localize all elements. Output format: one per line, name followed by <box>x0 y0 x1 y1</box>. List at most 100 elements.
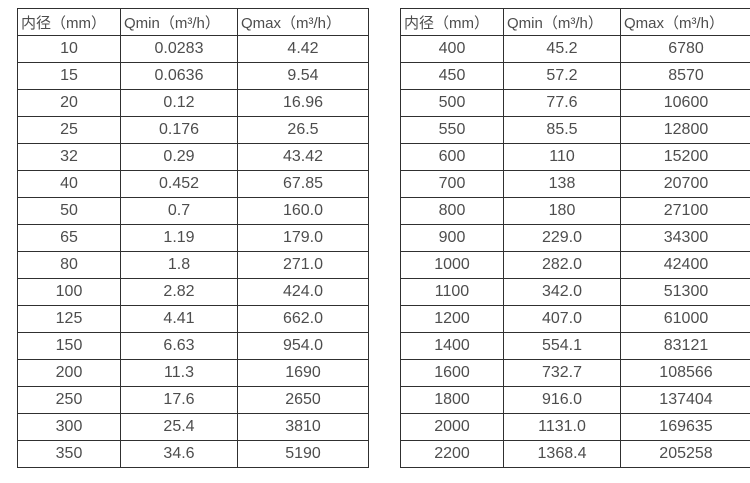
table-cell: 0.0283 <box>120 35 238 63</box>
table-cell: 662.0 <box>237 305 369 333</box>
table-header: 内径（mm） Qmin（m³/h） Qmax（m³/h） <box>17 8 369 36</box>
table-row: 250 17.6 2650 <box>17 386 369 414</box>
table-cell: 67.85 <box>237 170 369 198</box>
table-cell: 407.0 <box>503 305 621 333</box>
column-header-1: Qmin（m³/h） <box>120 8 238 36</box>
table-row: 80 1.8 271.0 <box>17 251 369 279</box>
table-cell: 2000 <box>400 413 504 441</box>
table-cell: 1600 <box>400 359 504 387</box>
table-cell: 45.2 <box>503 35 621 63</box>
table-cell: 25.4 <box>120 413 238 441</box>
table-cell: 3810 <box>237 413 369 441</box>
table-row: 40 0.452 67.85 <box>17 170 369 198</box>
table-cell: 0.7 <box>120 197 238 225</box>
flow-table-small-diameters: 内径（mm） Qmin（m³/h） Qmax（m³/h） 10 0.0283 4.42 1… <box>17 8 369 468</box>
table-cell: 0.452 <box>120 170 238 198</box>
table-row: 400 45.2 6780 <box>400 35 750 63</box>
table-cell: 80 <box>17 251 121 279</box>
table-cell: 450 <box>400 62 504 90</box>
table-cell: 20700 <box>620 170 750 198</box>
table-body: 10 0.0283 4.42 15 0.0636 9.54 20 0.12 16.96 25 0.1… <box>17 35 369 468</box>
table-cell: 0.29 <box>120 143 238 171</box>
table-cell: 27100 <box>620 197 750 225</box>
column-header-0: 内径（mm） <box>17 8 121 36</box>
table-row: 1200 407.0 61000 <box>400 305 750 333</box>
table-cell: 1800 <box>400 386 504 414</box>
table-row: 200 11.3 1690 <box>17 359 369 387</box>
table-body: 400 45.2 6780 450 57.2 8570 500 77.6 10600 550 85.… <box>400 35 750 468</box>
table-cell: 65 <box>17 224 121 252</box>
table-cell: 25 <box>17 116 121 144</box>
column-header-0: 内径（mm） <box>400 8 504 36</box>
table-row: 50 0.7 160.0 <box>17 197 369 225</box>
flow-table-large-diameters: 内径（mm） Qmin（m³/h） Qmax（m³/h） 400 45.2 6780 45… <box>400 8 750 468</box>
table-cell: 15 <box>17 62 121 90</box>
header-row: 内径（mm） Qmin（m³/h） Qmax（m³/h） <box>400 8 750 36</box>
table-cell: 100 <box>17 278 121 306</box>
tables-container: 内径（mm） Qmin（m³/h） Qmax（m³/h） 10 0.0283 4.42 1… <box>17 8 750 468</box>
table-cell: 900 <box>400 224 504 252</box>
table-row: 700 138 20700 <box>400 170 750 198</box>
header-row: 内径（mm） Qmin（m³/h） Qmax（m³/h） <box>17 8 369 36</box>
table-cell: 50 <box>17 197 121 225</box>
table-cell: 16.96 <box>237 89 369 117</box>
table-row: 2000 1131.0 169635 <box>400 413 750 441</box>
table-cell: 200 <box>17 359 121 387</box>
table-cell: 32 <box>17 143 121 171</box>
table-cell: 600 <box>400 143 504 171</box>
table-cell: 282.0 <box>503 251 621 279</box>
table-cell: 9.54 <box>237 62 369 90</box>
column-header-2: Qmax（m³/h） <box>620 8 750 36</box>
table-row: 20 0.12 16.96 <box>17 89 369 117</box>
table-cell: 57.2 <box>503 62 621 90</box>
table-cell: 700 <box>400 170 504 198</box>
table-cell: 554.1 <box>503 332 621 360</box>
table-row: 1000 282.0 42400 <box>400 251 750 279</box>
table-cell: 6.63 <box>120 332 238 360</box>
table-cell: 2200 <box>400 440 504 468</box>
table-cell: 43.42 <box>237 143 369 171</box>
table-row: 500 77.6 10600 <box>400 89 750 117</box>
table-header: 内径（mm） Qmin（m³/h） Qmax（m³/h） <box>400 8 750 36</box>
table-cell: 17.6 <box>120 386 238 414</box>
table-cell: 77.6 <box>503 89 621 117</box>
table-cell: 1.19 <box>120 224 238 252</box>
table-cell: 1100 <box>400 278 504 306</box>
table-cell: 85.5 <box>503 116 621 144</box>
table-cell: 2.82 <box>120 278 238 306</box>
table-cell: 350 <box>17 440 121 468</box>
table-cell: 61000 <box>620 305 750 333</box>
table-row: 15 0.0636 9.54 <box>17 62 369 90</box>
table-cell: 169635 <box>620 413 750 441</box>
table-cell: 12800 <box>620 116 750 144</box>
table-row: 10 0.0283 4.42 <box>17 35 369 63</box>
table-row: 125 4.41 662.0 <box>17 305 369 333</box>
table-cell: 954.0 <box>237 332 369 360</box>
column-header-2: Qmax（m³/h） <box>237 8 369 36</box>
table-row: 450 57.2 8570 <box>400 62 750 90</box>
table-cell: 550 <box>400 116 504 144</box>
table-cell: 5190 <box>237 440 369 468</box>
table-cell: 150 <box>17 332 121 360</box>
table-cell: 424.0 <box>237 278 369 306</box>
table-cell: 20 <box>17 89 121 117</box>
table-cell: 10600 <box>620 89 750 117</box>
table-cell: 1.8 <box>120 251 238 279</box>
table-cell: 1131.0 <box>503 413 621 441</box>
table-cell: 40 <box>17 170 121 198</box>
table-cell: 138 <box>503 170 621 198</box>
table-row: 1400 554.1 83121 <box>400 332 750 360</box>
table-cell: 2650 <box>237 386 369 414</box>
table-row: 350 34.6 5190 <box>17 440 369 468</box>
table-cell: 300 <box>17 413 121 441</box>
table-cell: 4.41 <box>120 305 238 333</box>
table-cell: 8570 <box>620 62 750 90</box>
table-cell: 108566 <box>620 359 750 387</box>
table-cell: 800 <box>400 197 504 225</box>
table-cell: 1690 <box>237 359 369 387</box>
table-cell: 6780 <box>620 35 750 63</box>
table-row: 800 180 27100 <box>400 197 750 225</box>
table-cell: 4.42 <box>237 35 369 63</box>
table-cell: 0.0636 <box>120 62 238 90</box>
column-header-1: Qmin（m³/h） <box>503 8 621 36</box>
